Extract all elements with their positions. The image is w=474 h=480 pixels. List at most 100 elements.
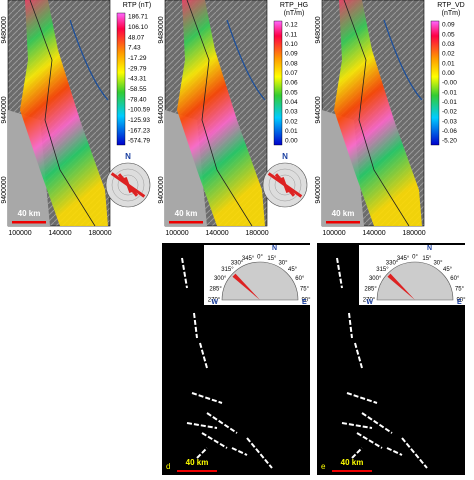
y-axis-label: 9400000 bbox=[158, 176, 165, 203]
colorbar-label: 0.05 bbox=[285, 89, 298, 96]
rose-ring bbox=[274, 174, 296, 196]
colorbar bbox=[430, 20, 440, 146]
rose-angle: 300° bbox=[214, 276, 227, 282]
x-axis-label: 100000 bbox=[8, 230, 31, 237]
x-axis-label: 140000 bbox=[205, 230, 228, 237]
lineament bbox=[348, 312, 353, 339]
colorbar-label: -0.03 bbox=[442, 118, 457, 125]
rose-north: N bbox=[282, 152, 288, 161]
colorbar-label: 0.02 bbox=[285, 118, 298, 125]
rose-north: N bbox=[125, 152, 131, 161]
colorbar-label: 0.11 bbox=[285, 31, 298, 38]
colorbar-title: (nT/m) bbox=[284, 10, 305, 17]
panel-label: e bbox=[321, 462, 326, 471]
colorbar-label: 0.03 bbox=[442, 41, 455, 48]
rose-west: W bbox=[211, 299, 218, 306]
colorbar-label: 0.12 bbox=[285, 22, 298, 29]
rose-north: N bbox=[427, 245, 432, 252]
rose-angle: 270° bbox=[208, 298, 221, 304]
rose-angle: 30° bbox=[278, 260, 288, 266]
rose-petal bbox=[123, 176, 130, 186]
x-axis-label: 140000 bbox=[48, 230, 71, 237]
x-axis-label: 100000 bbox=[165, 230, 188, 237]
rose-angle: 345° bbox=[242, 256, 255, 262]
y-axis-label: 9440000 bbox=[315, 96, 322, 123]
colorbar-title: RTP (nT) bbox=[123, 2, 152, 9]
rose-angle: 90° bbox=[456, 298, 466, 304]
colorbar-label: 0.03 bbox=[285, 109, 298, 116]
colorbar-label: 48.07 bbox=[128, 34, 145, 41]
colorbar-label: 0.09 bbox=[442, 22, 455, 29]
colorbar-title: RTP_VD bbox=[437, 2, 465, 9]
colorbar bbox=[273, 20, 283, 146]
rose-wedge bbox=[387, 273, 415, 300]
colorbar-label: -43.31 bbox=[128, 76, 147, 83]
rose-angle: 0° bbox=[412, 255, 418, 261]
colorbar-label: 0.06 bbox=[285, 80, 298, 87]
rose-angle: 300° bbox=[369, 276, 382, 282]
y-axis-label: 9400000 bbox=[1, 176, 8, 203]
colorbar-label: -58.55 bbox=[128, 86, 147, 93]
scale-bar bbox=[177, 470, 217, 472]
scale-label: 40 km bbox=[332, 209, 355, 218]
rose-petal bbox=[126, 184, 133, 194]
colorbar-label: 186.71 bbox=[128, 14, 148, 21]
colorbar-label: -0.06 bbox=[442, 128, 457, 135]
lineament bbox=[401, 437, 428, 469]
x-axis-label: 180000 bbox=[402, 230, 425, 237]
river bbox=[69, 19, 109, 101]
rose-angle: 330° bbox=[386, 260, 399, 266]
colorbar-label: 0.01 bbox=[285, 128, 298, 135]
scale-label: 40 km bbox=[186, 458, 209, 467]
colorbar-label: -100.59 bbox=[128, 107, 150, 114]
colorbar bbox=[116, 12, 126, 146]
lineament bbox=[199, 342, 208, 369]
y-axis-label: 9400000 bbox=[315, 176, 322, 203]
scale-label: 40 km bbox=[175, 209, 198, 218]
colorbar-label: 0.00 bbox=[442, 70, 455, 77]
colorbar-label: -78.40 bbox=[128, 96, 147, 103]
rose-angle: 75° bbox=[300, 286, 310, 292]
rose-north: N bbox=[272, 245, 277, 252]
scale-bar bbox=[332, 470, 372, 472]
lineament bbox=[246, 437, 273, 469]
colorbar-label: 0.02 bbox=[442, 51, 455, 58]
map-panel: 9480000 9440000 9400000 100000 140000 180000 4… bbox=[315, 0, 465, 237]
y-axis-label: 9440000 bbox=[1, 96, 8, 123]
lineament bbox=[231, 447, 248, 456]
colorbar-label: 0.04 bbox=[285, 99, 298, 106]
colorbar-label: -0.02 bbox=[442, 109, 457, 116]
lineament bbox=[206, 412, 238, 434]
rose-angle: 15° bbox=[267, 256, 277, 262]
anomaly-band bbox=[334, 0, 422, 226]
map-panel: 9480000 9440000 9400000 100000 140000 180000 4… bbox=[1, 0, 151, 237]
colorbar-label: 0.08 bbox=[285, 60, 298, 67]
x-axis-label: 180000 bbox=[88, 230, 111, 237]
rose-angle: 60° bbox=[450, 276, 460, 282]
boundary bbox=[186, 0, 253, 227]
rose-ring bbox=[268, 168, 302, 202]
rose-angle: 0° bbox=[257, 255, 263, 261]
colorbar-label: 0.00 bbox=[285, 138, 298, 145]
scale-label: 40 km bbox=[341, 458, 364, 467]
lineament bbox=[336, 257, 343, 289]
anomaly-band bbox=[177, 0, 265, 226]
colorbar-label: -0.00 bbox=[442, 80, 457, 87]
colorbar-title: (nTm) bbox=[442, 10, 461, 17]
colorbar-label: 0.07 bbox=[285, 70, 298, 77]
colorbar-label: -0.01 bbox=[442, 89, 457, 96]
rose-angle: 75° bbox=[455, 286, 465, 292]
scale-bar bbox=[12, 221, 46, 224]
rose-angle: 90° bbox=[301, 298, 311, 304]
colorbar-label: 0.10 bbox=[285, 41, 298, 48]
y-axis-label: 9480000 bbox=[158, 16, 165, 43]
colorbar-label: -574.79 bbox=[128, 138, 150, 145]
rose-west: W bbox=[366, 299, 373, 306]
y-axis-label: 9480000 bbox=[1, 16, 8, 43]
lineament bbox=[356, 432, 383, 449]
rose-wedge bbox=[232, 273, 260, 300]
colorbar-label: -0.01 bbox=[442, 99, 457, 106]
colorbar-label: 0.05 bbox=[442, 31, 455, 38]
rose-angle: 45° bbox=[288, 267, 298, 273]
boundary bbox=[29, 0, 96, 227]
